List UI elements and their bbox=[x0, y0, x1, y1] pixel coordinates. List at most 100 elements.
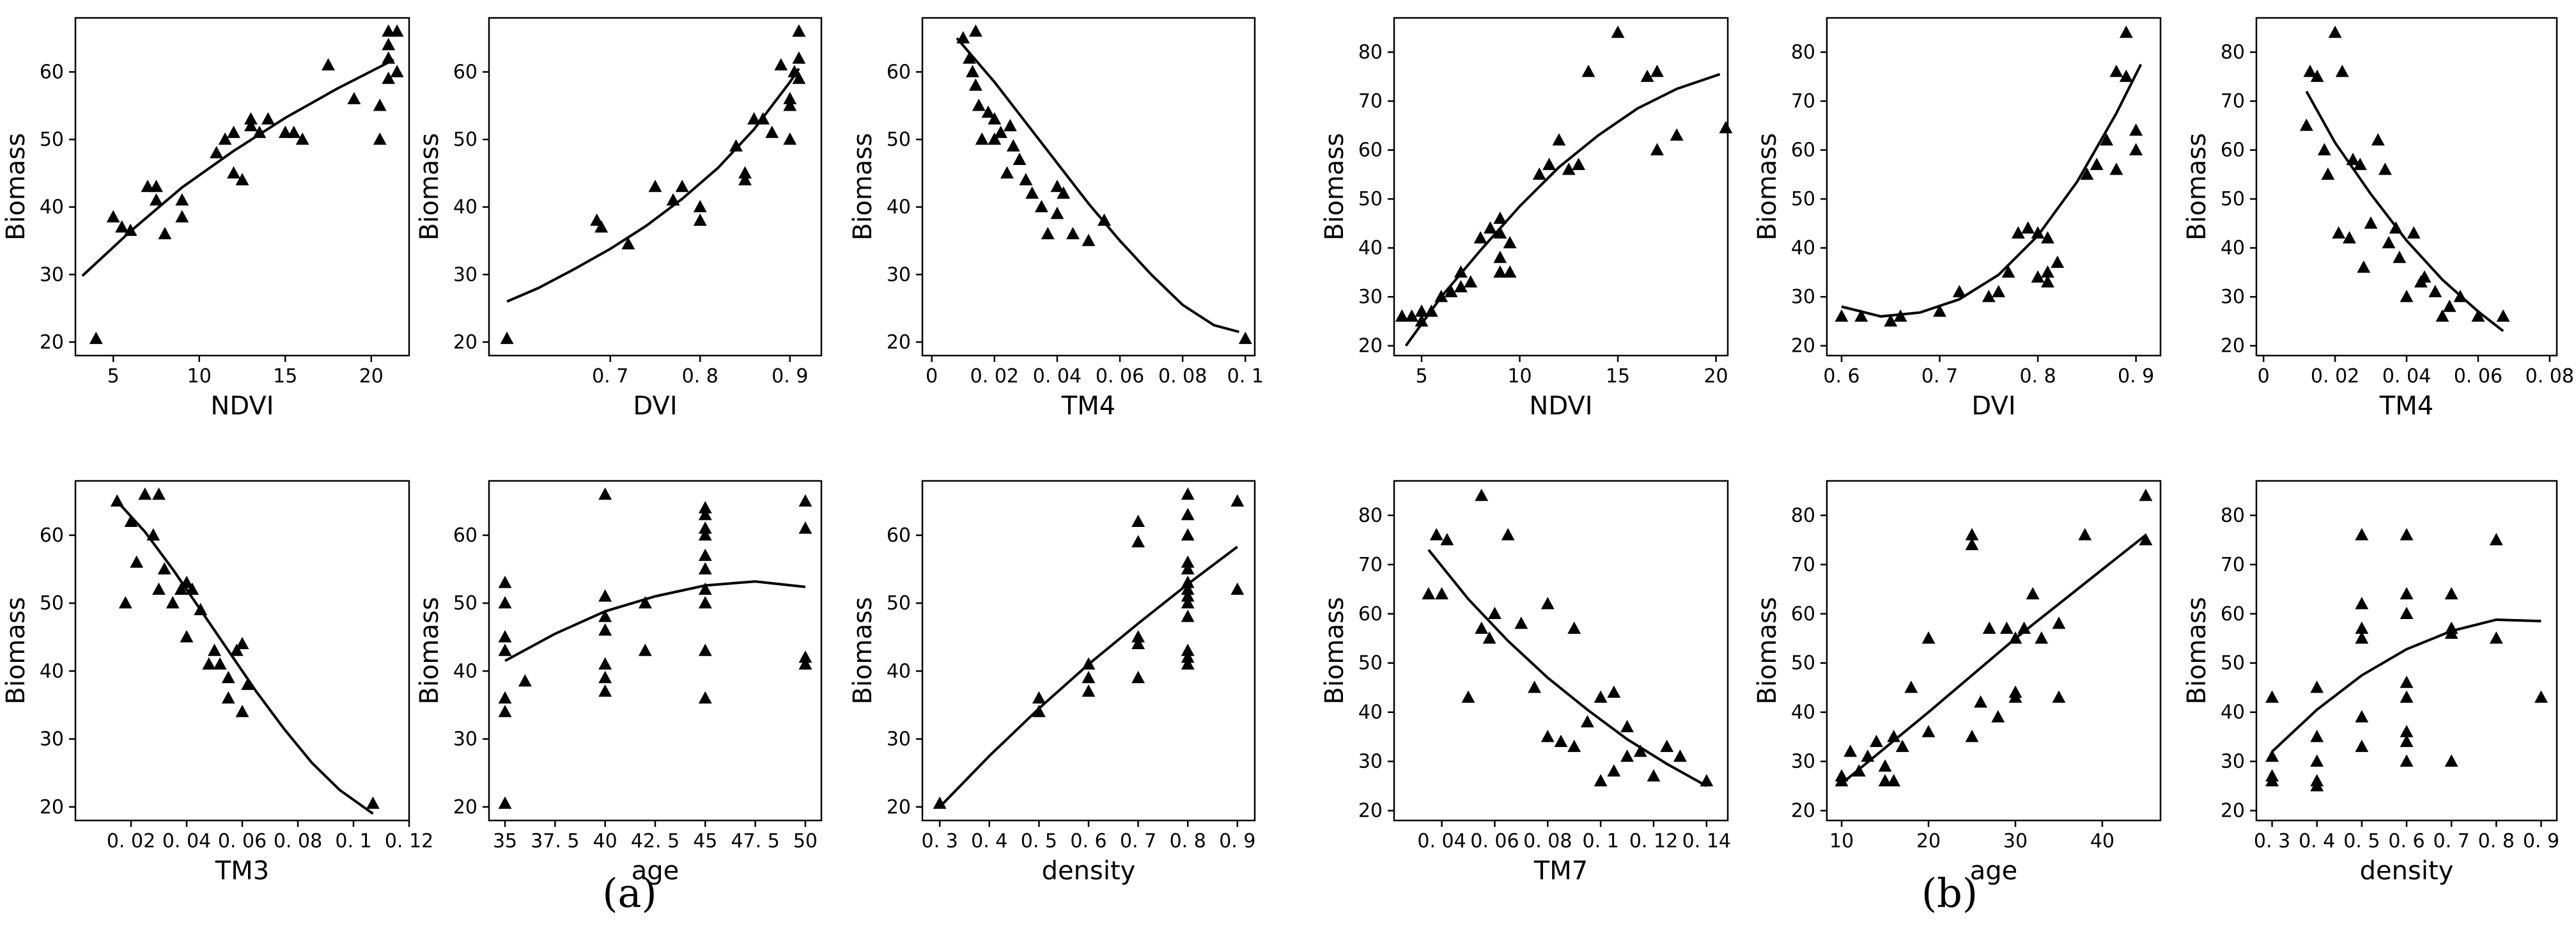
data-point bbox=[798, 494, 812, 507]
x-tick-label: 47. 5 bbox=[731, 830, 779, 852]
x-tick-label: 0. 7 bbox=[2433, 830, 2470, 852]
data-point bbox=[2040, 265, 2054, 278]
data-point bbox=[698, 562, 712, 575]
x-axis-label: TM4 bbox=[1061, 391, 1115, 421]
y-tick-label: 30 bbox=[40, 728, 64, 751]
x-axis-label: age bbox=[1970, 856, 2018, 886]
y-tick-label: 80 bbox=[1358, 505, 1383, 527]
data-point bbox=[227, 125, 240, 138]
y-tick-label: 60 bbox=[40, 61, 64, 83]
fit-line bbox=[1404, 73, 1721, 347]
y-axis-label: Biomass bbox=[415, 597, 444, 704]
x-tick-label: 0. 1 bbox=[1583, 830, 1619, 852]
data-point bbox=[1965, 730, 1979, 742]
y-tick-label: 50 bbox=[1358, 188, 1383, 210]
x-axis-label: TM7 bbox=[1533, 856, 1588, 886]
x-tick-label: 0. 08 bbox=[1158, 365, 1207, 388]
x-tick-label: 0. 02 bbox=[2311, 365, 2359, 388]
data-point bbox=[2035, 631, 2049, 644]
data-point bbox=[1082, 670, 1096, 684]
data-point bbox=[1887, 730, 1901, 742]
y-tick-label: 50 bbox=[40, 592, 64, 615]
fit-line bbox=[506, 68, 800, 303]
data-point bbox=[2317, 143, 2331, 155]
y-tick-label: 50 bbox=[453, 592, 477, 615]
data-point bbox=[1861, 749, 1875, 762]
data-point bbox=[2534, 690, 2548, 703]
data-point bbox=[783, 98, 797, 111]
data-point bbox=[956, 31, 970, 43]
data-point bbox=[1434, 290, 1448, 302]
data-point bbox=[2355, 631, 2369, 644]
data-point bbox=[2303, 65, 2317, 77]
data-point bbox=[1552, 133, 1566, 146]
data-point bbox=[594, 220, 609, 233]
data-point bbox=[208, 643, 221, 656]
x-tick-label: 0. 02 bbox=[107, 830, 155, 852]
data-point bbox=[498, 705, 512, 718]
data-point bbox=[2489, 631, 2503, 644]
x-tick-label: 0. 12 bbox=[1629, 830, 1678, 852]
data-point bbox=[1050, 207, 1064, 219]
y-tick-label: 20 bbox=[453, 331, 477, 354]
data-point bbox=[598, 487, 612, 500]
x-tick-label: 0. 14 bbox=[1682, 830, 1731, 852]
data-point bbox=[638, 643, 652, 656]
x-tick-label: 0. 7 bbox=[592, 365, 628, 388]
data-point bbox=[698, 508, 712, 521]
x-tick-label: 15 bbox=[1606, 365, 1630, 388]
data-point bbox=[1952, 285, 1966, 297]
data-point bbox=[1041, 226, 1055, 240]
data-point bbox=[498, 596, 512, 609]
y-tick-label: 60 bbox=[2221, 603, 2245, 625]
y-tick-label: 60 bbox=[453, 61, 477, 83]
data-point bbox=[1454, 265, 1468, 278]
data-point bbox=[648, 180, 662, 192]
data-point bbox=[498, 691, 512, 704]
data-point bbox=[2332, 226, 2346, 239]
y-tick-label: 40 bbox=[1791, 702, 1815, 724]
chart-b-age: 10 20 30 40 20 30 40 50 60 70 80 age Biomass bbox=[1753, 480, 2162, 886]
x-tick-label: 0. 04 bbox=[1417, 830, 1466, 852]
data-point bbox=[2001, 265, 2015, 278]
data-point bbox=[2453, 290, 2467, 302]
data-point bbox=[1181, 582, 1195, 595]
data-point bbox=[498, 643, 512, 656]
data-point bbox=[2021, 221, 2035, 234]
data-point bbox=[1854, 309, 1868, 322]
x-axis-label: density bbox=[2360, 856, 2454, 886]
data-point bbox=[218, 132, 232, 145]
data-point bbox=[1554, 734, 1568, 748]
x-tick-label: 50 bbox=[793, 830, 818, 852]
data-point bbox=[1540, 730, 1555, 742]
x-axis-label: TM4 bbox=[2379, 391, 2433, 421]
x-tick-label: 0. 12 bbox=[385, 830, 433, 852]
data-point bbox=[972, 98, 986, 111]
data-point bbox=[1633, 744, 1647, 757]
data-point bbox=[1487, 606, 1501, 620]
x-tick-label: 20 bbox=[359, 365, 384, 388]
data-point bbox=[138, 487, 152, 500]
data-point bbox=[698, 596, 712, 609]
data-point bbox=[1670, 128, 1684, 141]
data-point bbox=[1025, 186, 1039, 199]
data-point bbox=[1435, 587, 1449, 600]
data-point bbox=[1181, 650, 1195, 663]
data-point bbox=[2310, 774, 2324, 787]
data-point bbox=[1647, 769, 1661, 781]
data-point bbox=[1581, 65, 1595, 77]
data-point bbox=[2400, 690, 2414, 703]
data-point bbox=[2310, 754, 2324, 767]
data-point bbox=[322, 58, 335, 71]
data-point bbox=[1475, 621, 1489, 634]
y-axis-label: Biomass bbox=[1320, 133, 1349, 240]
data-point bbox=[110, 494, 124, 507]
data-point bbox=[2310, 69, 2324, 82]
data-point bbox=[2355, 597, 2369, 609]
data-point bbox=[130, 555, 144, 568]
data-point bbox=[698, 582, 712, 595]
data-point bbox=[498, 576, 512, 588]
y-tick-label: 30 bbox=[887, 263, 911, 286]
data-point bbox=[1181, 576, 1195, 588]
data-point bbox=[1181, 657, 1195, 670]
